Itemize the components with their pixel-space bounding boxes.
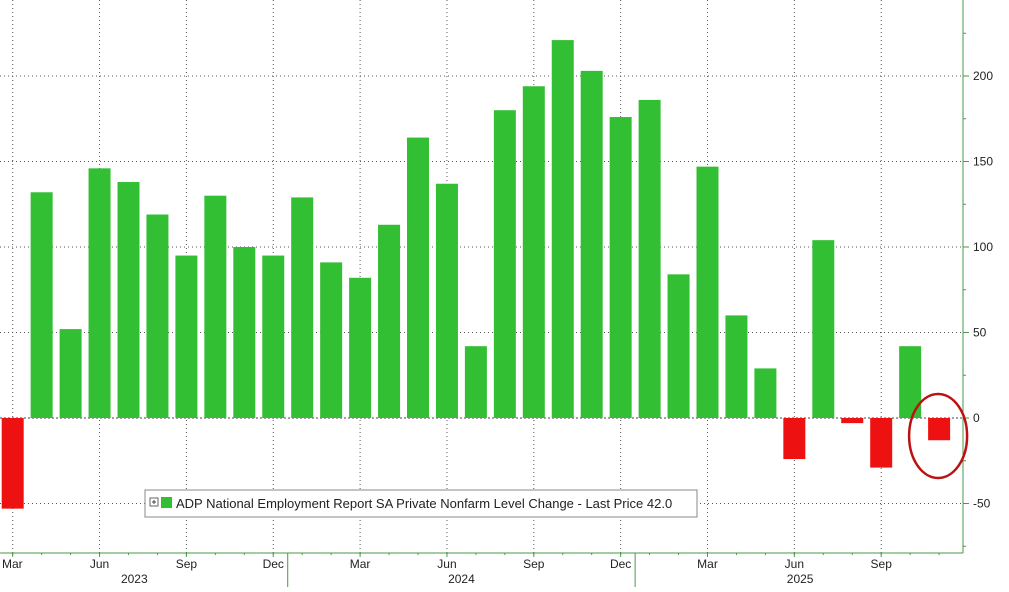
- legend-label: ADP National Employment Report SA Privat…: [176, 496, 672, 511]
- y-tick-label: -50: [973, 497, 991, 511]
- bar: [378, 224, 401, 418]
- bar: [88, 168, 111, 418]
- bar: [175, 255, 198, 418]
- legend-box: [144, 489, 698, 518]
- legend: ADP National Employment Report SA Privat…: [144, 489, 698, 518]
- bar: [30, 192, 53, 418]
- bar: [320, 262, 343, 418]
- bar: [262, 255, 285, 418]
- x-tick-label: Dec: [263, 557, 284, 571]
- bar: [464, 346, 487, 418]
- bar: [812, 240, 835, 418]
- y-tick-label: 150: [973, 155, 993, 169]
- bar: [522, 86, 545, 418]
- axis-layer: 200 150 100 50 0 -50 Mar Jun Sep Dec Mar Jun Sep Dec M…: [0, 0, 993, 587]
- y-tick-label: 100: [973, 240, 993, 254]
- bar: [407, 137, 429, 418]
- bar: [754, 368, 777, 418]
- annotation-layer: [907, 392, 969, 480]
- bar: [783, 418, 806, 460]
- bar: [1, 418, 24, 509]
- bar: [349, 277, 372, 418]
- bar: [928, 418, 951, 441]
- x-tick-label: Jun: [785, 557, 804, 571]
- year-label: 2024: [448, 572, 475, 586]
- bar: [117, 182, 140, 418]
- x-tick-label: Mar: [697, 557, 718, 571]
- bar: [870, 418, 893, 468]
- bar: [725, 315, 748, 418]
- year-label: 2025: [787, 572, 814, 586]
- highlight-circle: [907, 392, 969, 480]
- bar: [204, 195, 227, 418]
- bar: [609, 117, 632, 418]
- y-tick-label: 50: [973, 326, 987, 340]
- x-tick-label: Jun: [90, 557, 109, 571]
- bar: [551, 40, 574, 419]
- x-tick-label: Mar: [350, 557, 371, 571]
- bar: [580, 70, 603, 419]
- x-tick-label: Mar: [2, 557, 23, 571]
- bar: [899, 346, 922, 418]
- bar: [146, 214, 169, 418]
- x-tick-label: Dec: [610, 557, 631, 571]
- x-tick-label: Sep: [871, 557, 893, 571]
- y-tick-label: 0: [973, 411, 980, 425]
- bar: [638, 99, 661, 418]
- bar: [233, 247, 256, 418]
- bar: [841, 418, 864, 424]
- year-label: 2023: [121, 572, 148, 586]
- bar: [59, 329, 82, 418]
- bars-layer: [1, 40, 951, 509]
- legend-swatch: [161, 497, 172, 508]
- bar: [667, 274, 690, 418]
- y-tick-label: 200: [973, 69, 993, 83]
- x-tick-label: Sep: [176, 557, 198, 571]
- bar: [291, 197, 314, 418]
- bar: [493, 110, 516, 418]
- x-tick-label: Sep: [523, 557, 545, 571]
- x-tick-label: Jun: [437, 557, 456, 571]
- bar: [435, 183, 458, 418]
- bar: [696, 166, 719, 418]
